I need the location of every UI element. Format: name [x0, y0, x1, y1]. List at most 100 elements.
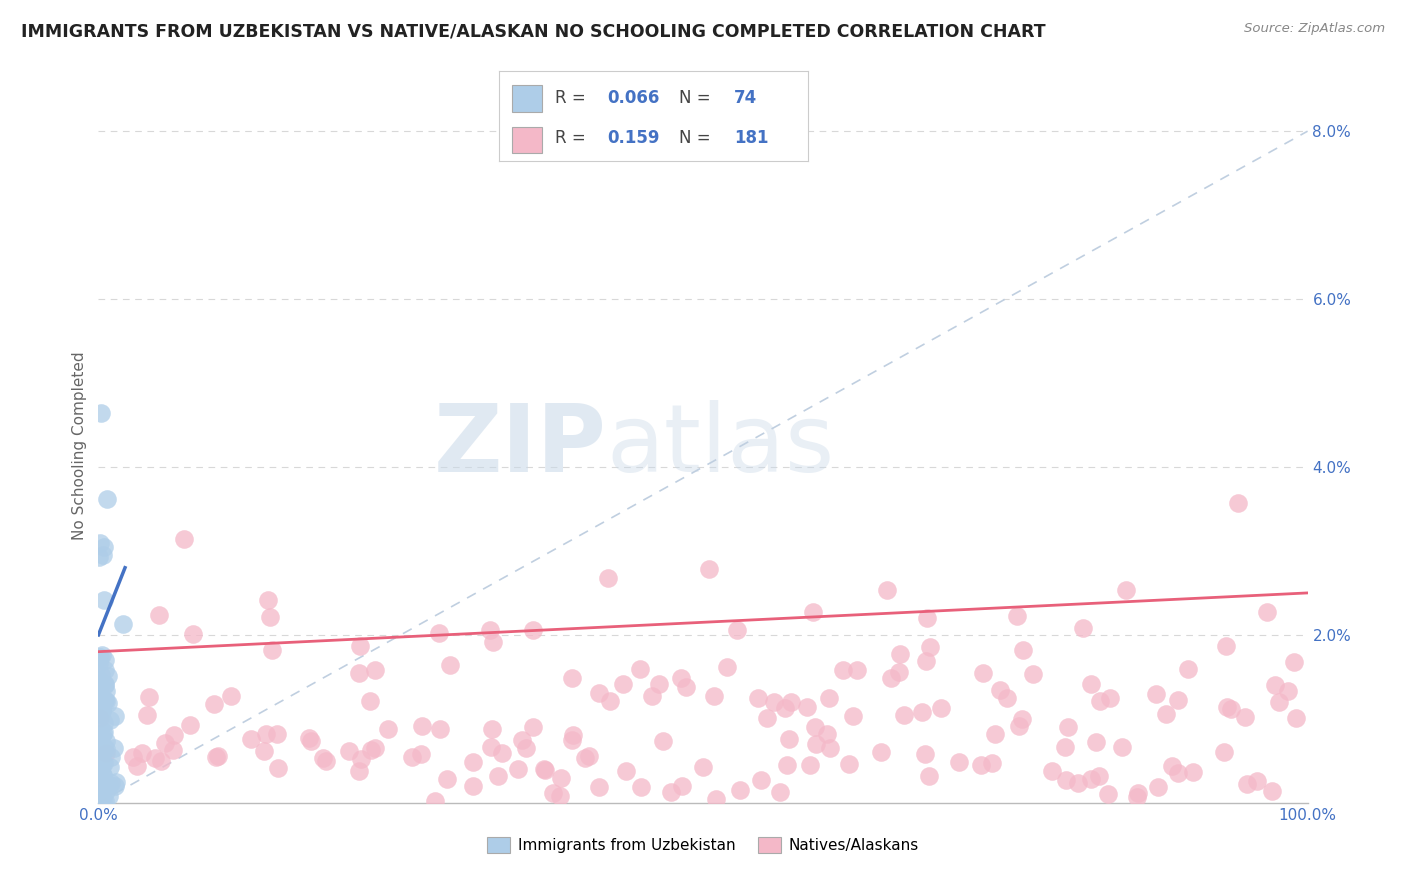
- Point: [815, 727, 838, 741]
- Point: [972, 666, 994, 681]
- Point: [91, 548, 114, 562]
- Point: [725, 623, 748, 637]
- Point: [100, 750, 122, 764]
- Point: [561, 733, 583, 747]
- Point: [87, 793, 110, 807]
- Point: [89, 703, 111, 717]
- Point: [89, 789, 111, 803]
- Point: [1022, 667, 1045, 681]
- Point: [125, 758, 148, 772]
- Point: [1264, 678, 1286, 692]
- Point: [984, 727, 1007, 741]
- Point: [350, 751, 373, 765]
- Point: [138, 690, 160, 705]
- Point: [1084, 735, 1107, 749]
- Point: [918, 769, 941, 783]
- Point: [988, 683, 1011, 698]
- Point: [796, 700, 818, 714]
- Point: [94, 693, 117, 707]
- Point: [1282, 655, 1305, 669]
- Point: [96, 742, 118, 756]
- Point: [1161, 759, 1184, 773]
- Point: [747, 691, 769, 706]
- Point: [773, 701, 796, 715]
- Point: [93, 593, 115, 607]
- Point: [1111, 739, 1133, 754]
- Point: [93, 741, 115, 756]
- Point: [1212, 745, 1234, 759]
- Point: [89, 650, 111, 665]
- Point: [162, 743, 184, 757]
- Point: [90, 759, 112, 773]
- Point: [94, 652, 117, 666]
- Point: [1144, 687, 1167, 701]
- Point: [96, 491, 118, 506]
- Point: [91, 778, 114, 792]
- Point: [298, 731, 321, 745]
- Point: [574, 751, 596, 765]
- Point: [179, 717, 201, 731]
- Point: [842, 709, 865, 723]
- Point: [90, 690, 112, 704]
- Point: [104, 774, 127, 789]
- Point: [239, 731, 262, 746]
- Point: [90, 406, 112, 420]
- Point: [1182, 765, 1205, 780]
- Point: [260, 642, 283, 657]
- Point: [98, 759, 121, 773]
- Point: [98, 778, 121, 792]
- Point: [1268, 695, 1291, 709]
- Point: [762, 696, 785, 710]
- Point: [1177, 662, 1199, 676]
- Point: [1011, 713, 1033, 727]
- Point: [1042, 764, 1064, 779]
- Point: [533, 762, 555, 776]
- Text: atlas: atlas: [606, 400, 835, 492]
- Point: [259, 610, 281, 624]
- Point: [87, 748, 110, 763]
- Point: [360, 743, 382, 757]
- Point: [96, 694, 118, 708]
- Point: [588, 685, 610, 699]
- Point: [173, 532, 195, 546]
- Point: [150, 755, 173, 769]
- Point: [205, 750, 228, 764]
- Point: [204, 697, 226, 711]
- Point: [94, 677, 117, 691]
- Point: [804, 720, 827, 734]
- Point: [876, 583, 898, 598]
- Point: [94, 779, 117, 793]
- Point: [675, 681, 697, 695]
- Point: [219, 689, 242, 703]
- Point: [94, 746, 117, 760]
- Point: [103, 779, 125, 793]
- Point: [89, 677, 111, 691]
- Point: [89, 736, 111, 750]
- Point: [96, 784, 118, 798]
- Point: [429, 722, 451, 736]
- Point: [779, 695, 801, 709]
- Point: [122, 750, 145, 764]
- Point: [1008, 719, 1031, 733]
- Text: N =: N =: [679, 89, 716, 107]
- Text: N =: N =: [679, 129, 716, 147]
- Point: [401, 750, 423, 764]
- Point: [364, 741, 387, 756]
- Point: [596, 571, 619, 585]
- Point: [87, 673, 110, 688]
- Point: [817, 691, 839, 706]
- Point: [648, 676, 671, 690]
- Point: [89, 657, 111, 671]
- Point: [364, 663, 387, 677]
- Point: [143, 751, 166, 765]
- Point: [703, 689, 725, 703]
- Point: [599, 694, 621, 708]
- Point: [510, 733, 533, 747]
- Point: [409, 747, 432, 762]
- Point: [704, 792, 727, 806]
- Point: [1156, 707, 1178, 722]
- Point: [87, 767, 110, 781]
- Point: [148, 608, 170, 623]
- Point: [479, 739, 502, 754]
- Text: 181: 181: [734, 129, 769, 147]
